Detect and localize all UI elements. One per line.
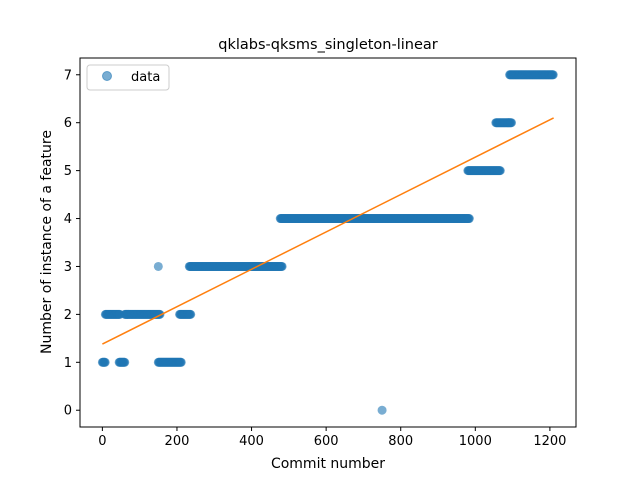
data-segment (114, 357, 130, 367)
data-point (464, 214, 474, 224)
legend: data (86, 64, 170, 91)
data-segment (175, 309, 196, 319)
data-point (120, 357, 130, 367)
y-tick-label: 5 (64, 164, 72, 179)
y-tick-label: 3 (64, 260, 72, 275)
data-point (186, 309, 196, 319)
data-segment (97, 357, 110, 367)
y-axis-title: Number of instance of a feature (39, 130, 55, 354)
legend-marker-data (102, 71, 112, 81)
data-point (495, 166, 505, 176)
data-markers (97, 70, 558, 415)
y-tick-label: 7 (64, 68, 72, 83)
data-segment (491, 118, 516, 128)
data-point (277, 261, 287, 271)
data-point (506, 118, 516, 128)
x-tick-label: 600 (314, 434, 339, 449)
data-point (548, 70, 558, 80)
x-tick-label: 800 (388, 434, 413, 449)
y-tick-label: 4 (64, 212, 72, 227)
data-point (176, 357, 186, 367)
y-tick-label: 0 (64, 404, 72, 419)
x-tick-label: 400 (239, 434, 264, 449)
x-axis-title: Commit number (271, 456, 385, 472)
data-segment (463, 166, 505, 176)
axes-frame (79, 57, 577, 428)
x-tick-label: 0 (98, 434, 106, 449)
x-tick-label: 200 (165, 434, 190, 449)
legend-label-data: data (131, 70, 160, 85)
data-point (100, 357, 110, 367)
data-segment (153, 357, 186, 367)
x-tick-label: 1000 (459, 434, 492, 449)
y-tick-label: 1 (64, 356, 72, 371)
x-tick-label: 1200 (533, 434, 566, 449)
data-point-outlier (153, 261, 163, 271)
chart-title: qklabs-qksms_singleton-linear (218, 37, 438, 53)
axis-ticks: 0 200 400 600 800 1000 1200 0 1 2 3 4 5 6 7 (64, 68, 567, 449)
data-segment (120, 309, 165, 319)
data-segment (184, 261, 287, 271)
data-segment (505, 70, 558, 80)
data-segment (100, 309, 125, 319)
data-point-outlier (377, 405, 387, 415)
data-segment (275, 214, 474, 224)
y-tick-label: 6 (64, 116, 72, 131)
y-tick-label: 2 (64, 308, 72, 323)
fit-line (102, 117, 554, 345)
plot-area (97, 70, 558, 415)
